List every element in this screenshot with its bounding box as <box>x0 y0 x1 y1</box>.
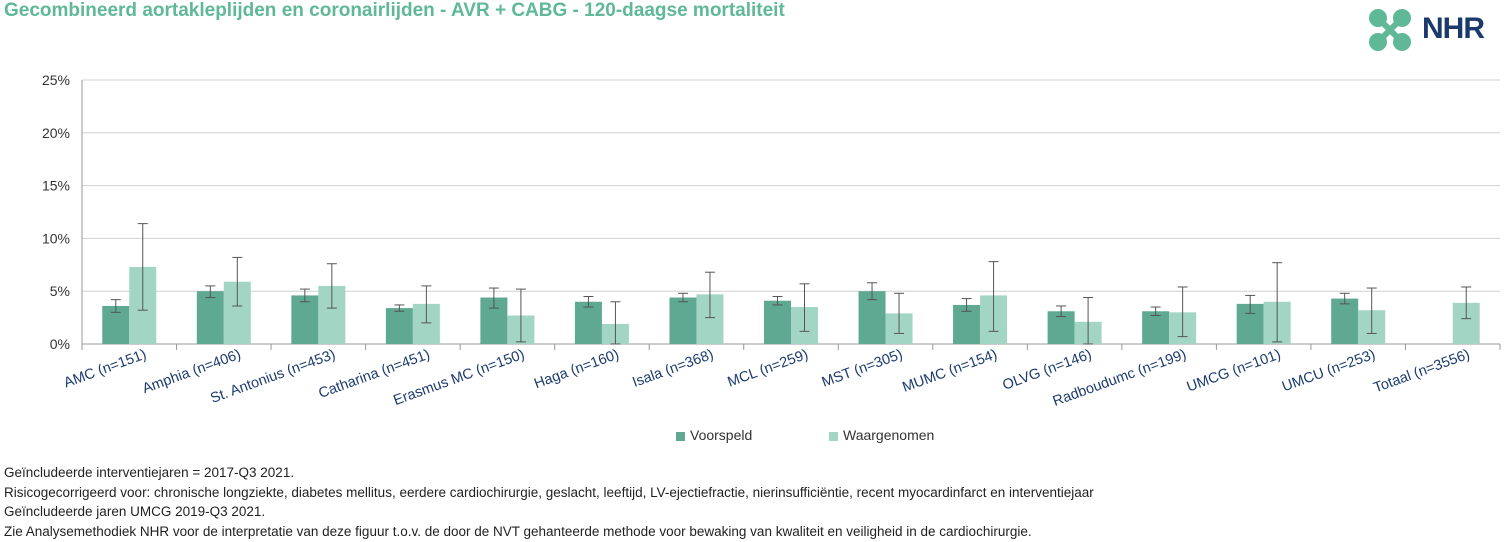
bar-voorspeld <box>291 295 319 344</box>
legend-item-waargenomen: Waargenomen <box>829 427 934 443</box>
chart-title: Gecombineerd aortakleplijden en coronair… <box>4 0 785 21</box>
legend-swatch-voorspeld <box>676 431 685 441</box>
legend-label-voorspeld: Voorspeld <box>690 427 753 443</box>
x-tick-label: AMC (n=151) <box>62 347 149 392</box>
y-tick-label: 0% <box>50 336 70 352</box>
x-tick-label: MST (n=305) <box>820 347 905 391</box>
bar-voorspeld <box>669 297 697 344</box>
x-tick-label: MCL (n=259) <box>725 347 810 391</box>
x-tick-label: MUMC (n=154) <box>900 347 999 396</box>
y-tick-label: 5% <box>50 283 70 299</box>
footnote-umcg-years: Geïncludeerde jaren UMCG 2019-Q3 2021. <box>4 504 266 519</box>
y-tick-label: 20% <box>42 125 70 141</box>
nhr-logo-text: NHR <box>1422 12 1485 45</box>
x-tick-label: UMCU (n=253) <box>1280 347 1377 396</box>
bar-voorspeld <box>1331 298 1359 344</box>
bar-voorspeld <box>385 308 413 344</box>
y-tick-label: 10% <box>42 230 70 246</box>
x-tick-label: Totaal (n=3556) <box>1372 347 1473 397</box>
x-tick-label: Isala (n=368) <box>630 347 715 391</box>
nhr-knot-icon <box>1369 9 1411 51</box>
bar-chart: 0%5%10%15%20%25%AMC (n=151)Amphia (n=406… <box>42 72 1501 410</box>
bar-voorspeld <box>764 300 791 344</box>
x-tick-label: Haga (n=160) <box>532 347 621 393</box>
bar-voorspeld <box>1142 311 1170 344</box>
legend-item-voorspeld: Voorspeld <box>676 427 752 443</box>
footnotes: Geïncludeerde interventiejaren = 2017-Q3… <box>4 463 1094 541</box>
nhr-logo: NHR <box>1368 6 1498 54</box>
footnote-years: Geïncludeerde interventiejaren = 2017-Q3… <box>4 465 295 480</box>
footnote-methodology: Zie Analysemethodiek NHR voor de interpr… <box>4 523 1032 539</box>
bar-voorspeld <box>574 301 602 344</box>
bar-voorspeld <box>196 291 224 344</box>
legend-label-waargenomen: Waargenomen <box>843 427 935 443</box>
y-tick-label: 25% <box>42 72 70 88</box>
x-tick-label: UMCG (n=101) <box>1185 347 1283 396</box>
footnote-risk-adjustment: Risicogecorrigeerd voor: chronische long… <box>4 484 1094 500</box>
legend-swatch-waargenomen <box>829 431 838 441</box>
y-tick-label: 15% <box>42 178 70 194</box>
